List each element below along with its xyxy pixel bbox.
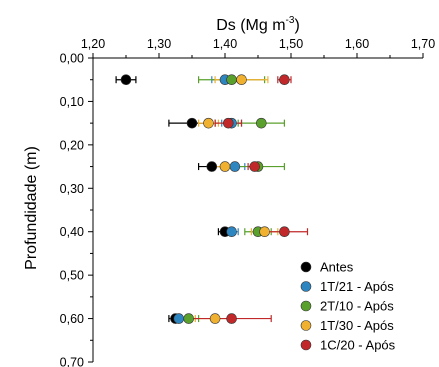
- legend-label: Antes: [320, 260, 354, 275]
- y-tick-label: 0,00: [60, 52, 84, 66]
- y-tick-label: 0,20: [60, 138, 84, 152]
- legend-label: 1C/20 - Após: [320, 338, 396, 353]
- legend-marker: [300, 281, 312, 292]
- data-point: [226, 74, 237, 86]
- y-tick-label: 0,40: [60, 225, 84, 239]
- axes: 1,20 1,30 1,40 1,50 1,60 1,70 0,00 0,10 0,20 0,30…: [60, 37, 436, 367]
- data-point: [255, 117, 267, 129]
- y-tick-label: 0,50: [60, 269, 84, 283]
- y-axis-title: Profundidade (m): [23, 146, 40, 270]
- data-point: [223, 117, 234, 129]
- data-point: [219, 161, 231, 172]
- data-point: [209, 313, 221, 324]
- legend-marker: [300, 339, 312, 351]
- legend-label: 1T/21 - Após: [320, 279, 394, 294]
- x-axis-title: Ds (Mg m-3): [216, 15, 300, 34]
- legend-marker: [300, 300, 312, 312]
- y-tick-label: 0,60: [60, 312, 84, 326]
- data-point: [203, 117, 214, 129]
- legend-marker: [300, 320, 312, 331]
- data-point: [183, 313, 194, 324]
- x-tick-label: 1,50: [279, 37, 303, 51]
- data-point: [226, 226, 237, 238]
- legend-marker: [300, 261, 312, 273]
- data-point: [229, 161, 241, 172]
- data-point: [206, 161, 218, 172]
- y-tick-label: 0,70: [60, 356, 84, 367]
- legend: Antes 1T/21 - Após 2T/10 - Após 1T/30 - Apó…: [300, 260, 396, 353]
- data-point: [226, 313, 237, 324]
- data-point: [279, 74, 290, 86]
- data-point: [259, 226, 270, 238]
- x-tick-label: 1,30: [147, 37, 171, 51]
- x-tick-label: 1,60: [345, 37, 369, 51]
- legend-label: 1T/30 - Após: [320, 318, 394, 333]
- data-markers: [120, 74, 290, 324]
- x-tick-label: 1,40: [213, 37, 237, 51]
- data-point: [120, 74, 132, 86]
- x-tick-label: 1,20: [81, 37, 105, 51]
- data-point: [186, 117, 198, 129]
- x-tick-label: 1,70: [411, 37, 435, 51]
- data-point: [236, 74, 247, 86]
- data-point: [249, 161, 260, 172]
- y-tick-label: 0,10: [60, 95, 84, 109]
- data-point: [173, 313, 185, 324]
- y-tick-label: 0,30: [60, 182, 84, 196]
- error-bars: [115, 76, 309, 323]
- data-point: [279, 226, 290, 238]
- legend-label: 2T/10 - Após: [320, 299, 394, 314]
